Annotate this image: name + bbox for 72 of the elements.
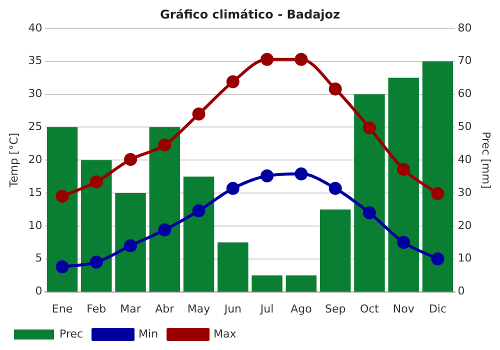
point xyxy=(192,204,206,218)
bar xyxy=(422,61,454,292)
x-tick-label: Ago xyxy=(290,302,312,316)
legend-label: Prec xyxy=(60,327,84,340)
point xyxy=(294,52,308,66)
bar xyxy=(183,176,214,292)
y-tick-label: 15 xyxy=(28,186,42,199)
point xyxy=(90,256,103,269)
bar xyxy=(149,127,180,292)
bar xyxy=(115,193,146,292)
x-tick-label: Jun xyxy=(223,302,242,316)
y-tick-label: 35 xyxy=(28,54,42,68)
y-tick-label: 25 xyxy=(28,120,42,134)
bar xyxy=(81,160,112,292)
bar xyxy=(320,209,351,292)
y2-tick-label: 10 xyxy=(458,252,472,265)
y2-tick-label: 20 xyxy=(458,218,472,232)
legend-label: Min xyxy=(138,327,158,340)
point xyxy=(362,206,376,220)
chart-title: Gráfico climático - Badajoz xyxy=(160,7,340,22)
y2-tick-label: 30 xyxy=(458,186,472,199)
x-tick-label: Nov xyxy=(392,302,415,316)
y2-tick-label: 70 xyxy=(458,54,472,68)
x-tick-label: Dic xyxy=(428,302,447,316)
y2-axis-title: Prec [mm] xyxy=(480,132,493,189)
bar xyxy=(218,242,248,292)
point xyxy=(431,187,444,200)
point xyxy=(124,152,138,166)
point xyxy=(90,175,103,188)
x-tick-label: May xyxy=(187,302,211,316)
y-axis-title: Temp [°C] xyxy=(7,132,20,188)
y2-tick-label: 60 xyxy=(458,87,472,100)
point xyxy=(397,162,410,176)
bar xyxy=(46,127,78,292)
point xyxy=(328,182,342,195)
point xyxy=(362,121,376,134)
bar xyxy=(388,78,419,292)
x-tick-label: Mar xyxy=(120,302,142,316)
point xyxy=(226,182,240,195)
x-tick-label: Feb xyxy=(86,302,106,316)
point xyxy=(397,236,410,249)
x-tick-label: Jul xyxy=(259,302,274,316)
point xyxy=(158,223,172,236)
point xyxy=(226,75,240,88)
point xyxy=(328,82,342,96)
legend-label: Max xyxy=(214,327,237,340)
y-tick-label: 20 xyxy=(28,152,42,166)
point xyxy=(294,167,308,180)
point xyxy=(260,52,274,66)
x-tick-label: Sep xyxy=(324,302,346,316)
y-tick-label: 10 xyxy=(28,218,42,232)
y-tick-label: 30 xyxy=(28,87,42,100)
bar xyxy=(354,94,385,292)
point xyxy=(431,252,444,266)
point xyxy=(192,108,206,121)
point xyxy=(56,190,69,203)
y2-tick-label: 50 xyxy=(458,120,472,134)
point xyxy=(56,260,69,274)
y2-tick-label: 80 xyxy=(458,21,472,34)
y2-tick-label: 0 xyxy=(458,284,465,298)
x-tick-label: Abr xyxy=(155,302,175,316)
y-tick-label: 40 xyxy=(28,21,42,34)
x-tick-label: Oct xyxy=(360,302,380,316)
y-tick-label: 0 xyxy=(35,284,42,298)
point xyxy=(158,138,172,152)
bar xyxy=(286,275,317,292)
y2-tick-label: 40 xyxy=(458,152,472,166)
y-tick-label: 5 xyxy=(35,252,42,265)
x-tick-label: Ene xyxy=(52,302,73,316)
point xyxy=(124,239,138,252)
point xyxy=(260,169,274,182)
bar xyxy=(252,275,282,292)
